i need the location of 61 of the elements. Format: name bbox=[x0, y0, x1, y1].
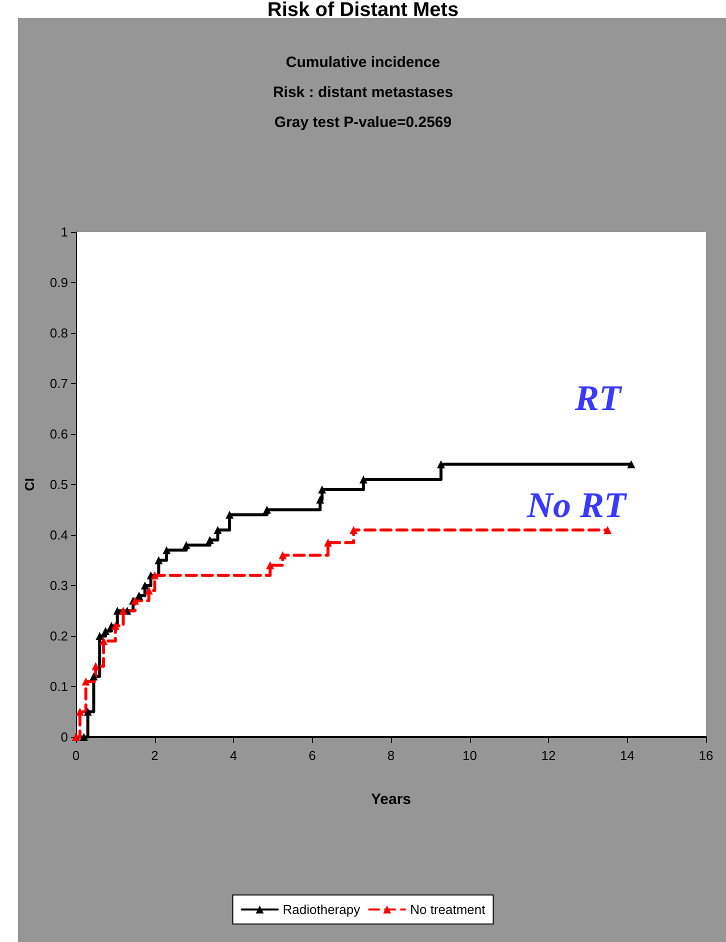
y-tick-label: 0.3 bbox=[50, 578, 68, 593]
point bbox=[135, 592, 143, 600]
point bbox=[82, 677, 90, 686]
point bbox=[350, 526, 358, 534]
x-tick-label: 14 bbox=[620, 748, 634, 763]
point bbox=[113, 606, 122, 615]
y-tick-label: 0.2 bbox=[50, 628, 68, 644]
point bbox=[359, 475, 368, 484]
point bbox=[100, 637, 108, 646]
x-tick-label: 10 bbox=[462, 748, 477, 763]
point bbox=[214, 526, 222, 534]
point bbox=[144, 586, 153, 595]
point bbox=[278, 551, 287, 560]
point bbox=[154, 556, 163, 564]
legend-label: No treatment bbox=[410, 902, 486, 917]
y-axis-title: CI bbox=[22, 478, 37, 491]
y-tick-label: 1 bbox=[60, 224, 68, 240]
point bbox=[102, 626, 110, 635]
point bbox=[111, 622, 120, 630]
point bbox=[627, 460, 636, 468]
point bbox=[80, 733, 88, 741]
point bbox=[96, 632, 104, 640]
chart-title: Risk of Distant Mets bbox=[267, 0, 459, 21]
point bbox=[262, 506, 271, 514]
y-tick-label: 0.5 bbox=[50, 477, 68, 492]
point bbox=[84, 708, 92, 716]
point bbox=[182, 541, 190, 550]
x-tick-label: 6 bbox=[308, 748, 316, 763]
point bbox=[119, 606, 128, 615]
point bbox=[150, 571, 159, 580]
annotation: No RT bbox=[526, 485, 628, 525]
y-tick-label: 0 bbox=[60, 730, 68, 744]
point bbox=[318, 486, 326, 494]
x-axis-title: Years bbox=[370, 791, 412, 808]
x-tick-label: 0 bbox=[72, 748, 80, 763]
point bbox=[162, 546, 171, 554]
point bbox=[604, 526, 612, 534]
legend-label: Radiotherapy bbox=[282, 902, 361, 917]
point bbox=[266, 561, 274, 570]
point bbox=[140, 582, 149, 590]
point bbox=[206, 536, 214, 544]
y-tick-label: 0.4 bbox=[50, 528, 68, 542]
chart-subtitle: Cumulative incidence Risk : distant metastases Gray test P-value=0.2569 bbox=[272, 54, 454, 131]
point bbox=[76, 708, 84, 716]
x-tick-label: 4 bbox=[230, 748, 238, 763]
y-tick-label: 0.1 bbox=[50, 679, 68, 694]
y-tick-label: 0.6 bbox=[50, 426, 68, 442]
x-tick-label: 16 bbox=[698, 748, 714, 763]
point bbox=[316, 496, 324, 504]
y-tick-label: 0.8 bbox=[50, 326, 68, 340]
point bbox=[92, 662, 100, 670]
x-tick-label: 2 bbox=[151, 748, 158, 763]
x-tick-label: 12 bbox=[541, 748, 556, 763]
x-tick-label: 8 bbox=[387, 748, 395, 763]
point bbox=[90, 672, 98, 680]
point bbox=[226, 510, 234, 519]
annotation: RT bbox=[574, 378, 624, 418]
y-tick-label: 0.9 bbox=[50, 275, 68, 290]
y-tick-label: 0.7 bbox=[50, 376, 68, 391]
point bbox=[437, 460, 446, 468]
point bbox=[324, 538, 332, 547]
